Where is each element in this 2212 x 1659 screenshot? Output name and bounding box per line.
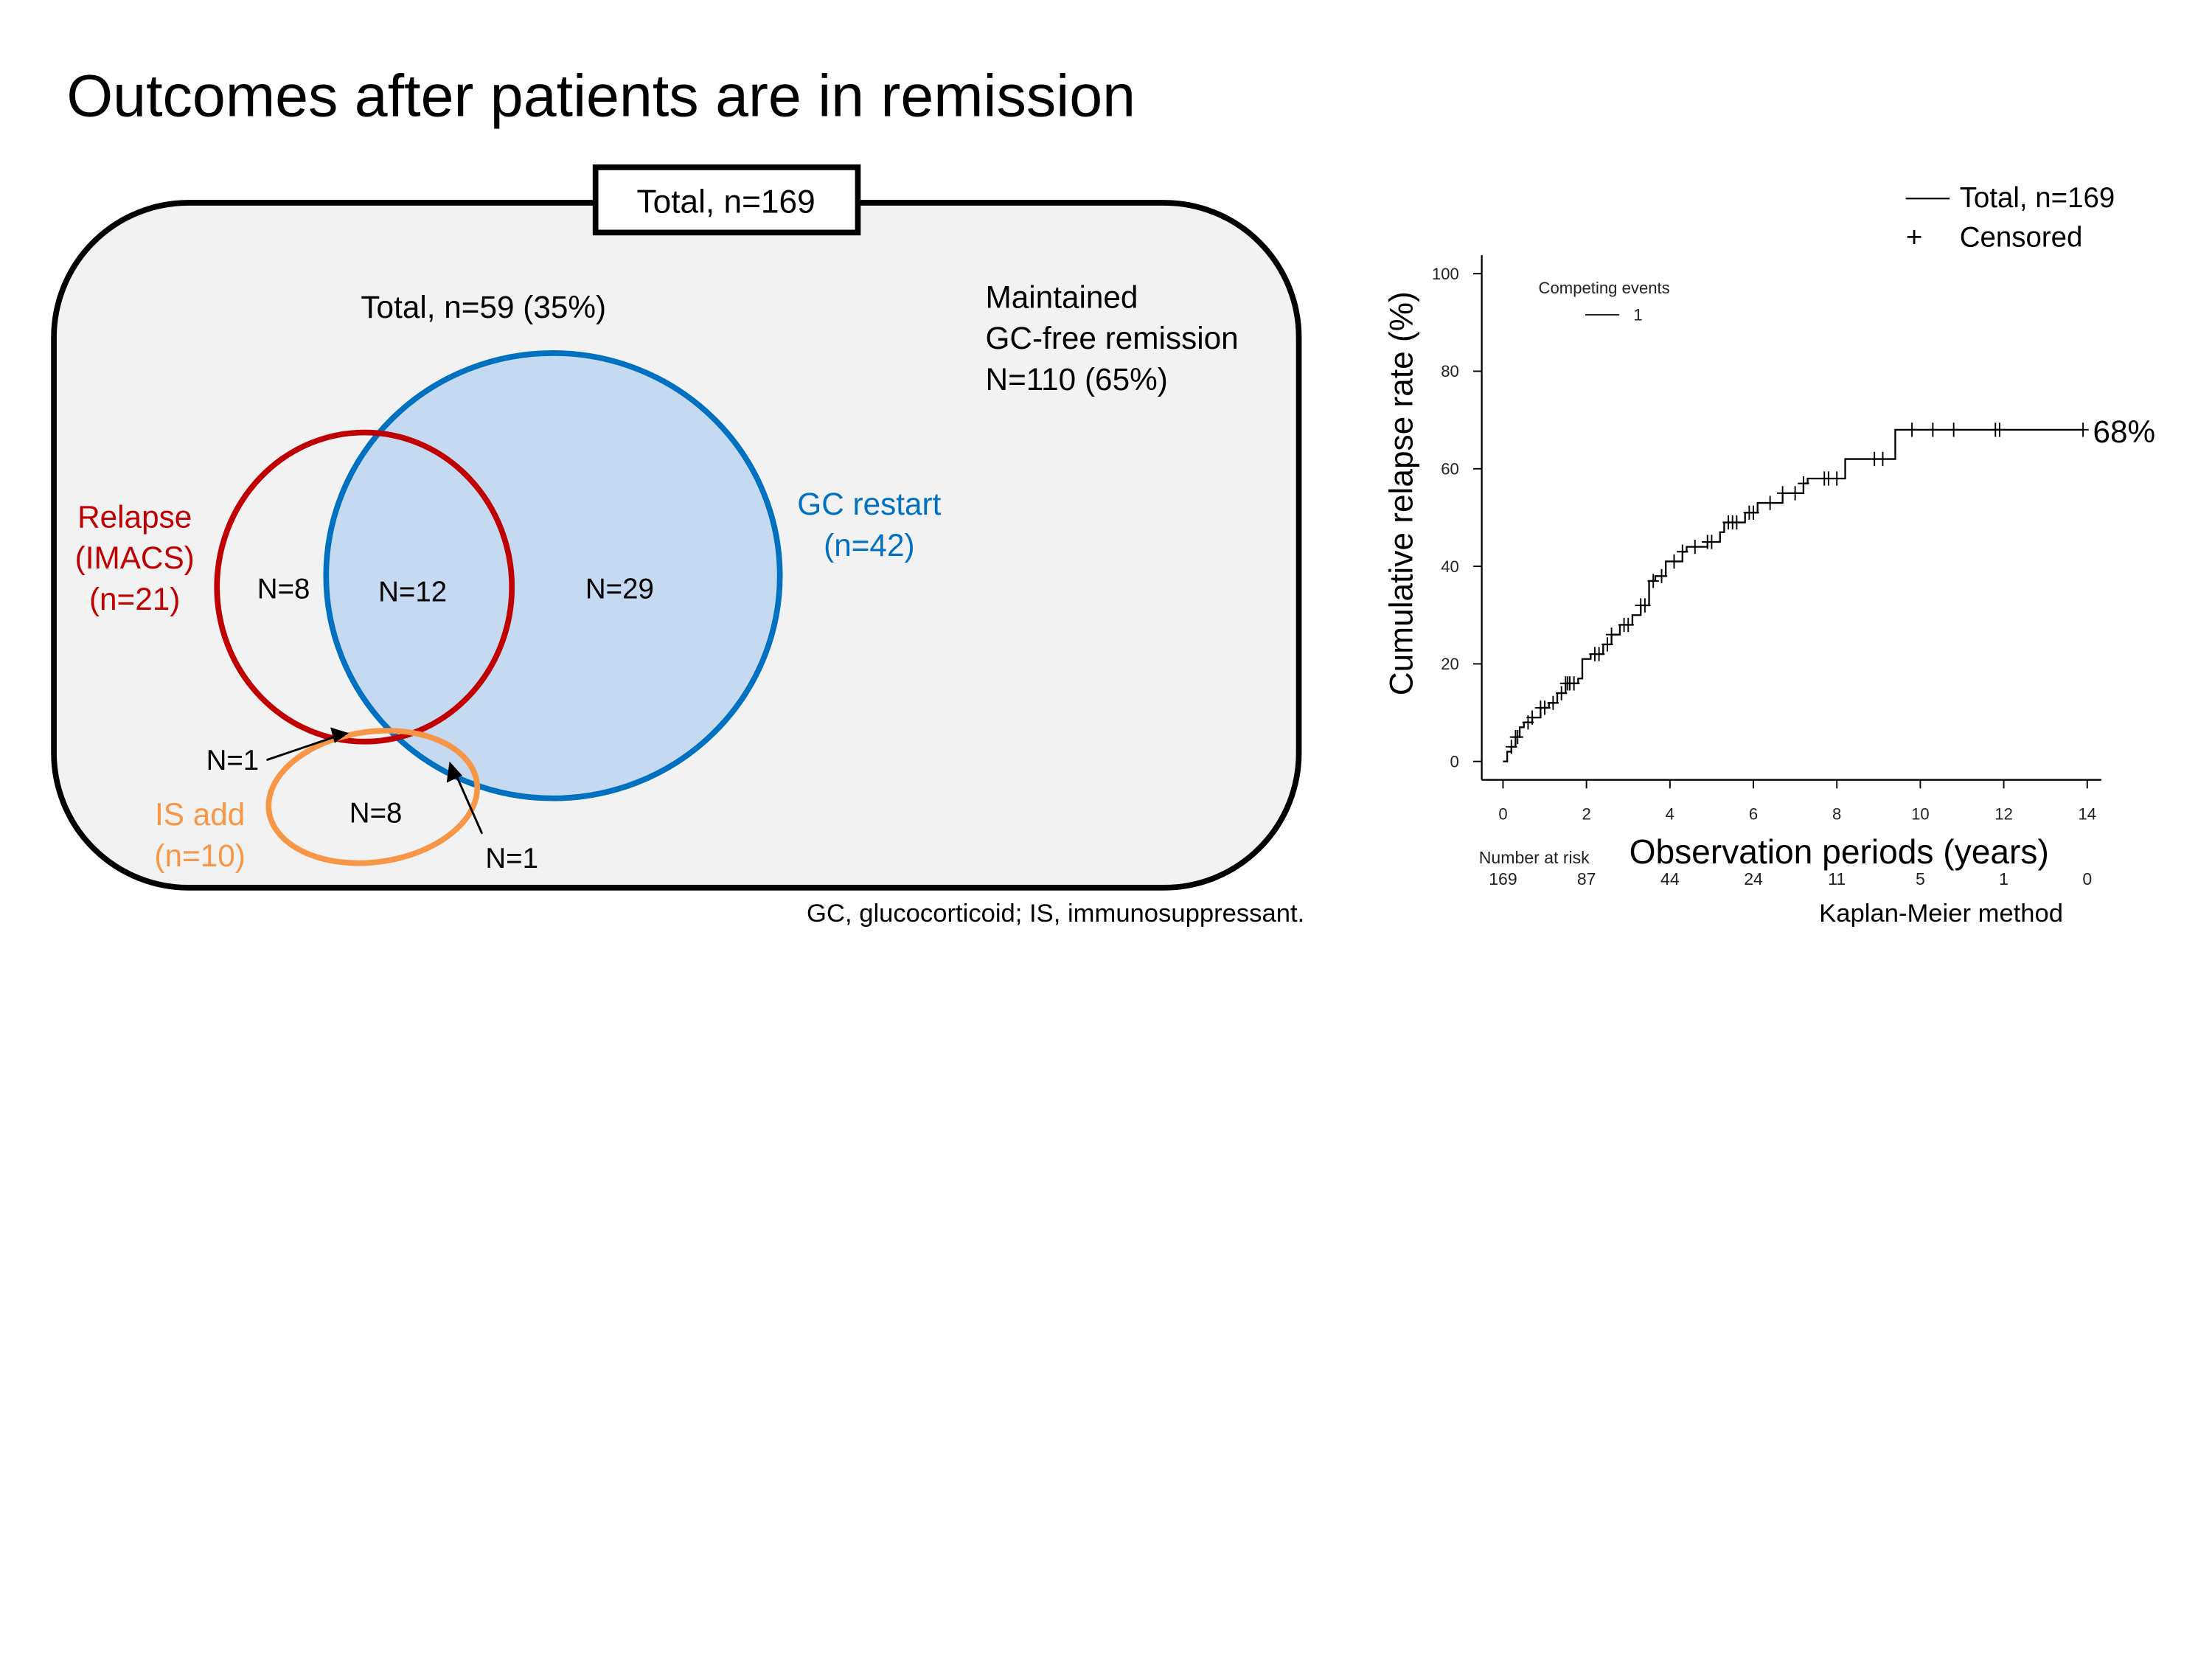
at-risk-value: 0 <box>2082 869 2092 888</box>
y-tick-label: 40 <box>1441 557 1459 576</box>
footnote: GC, glucocorticoid; IS, immunosuppressan… <box>807 900 1304 928</box>
censored-mark <box>1639 598 1651 613</box>
slide-title: Outcomes after patients are in remission <box>66 63 1135 130</box>
censored-mark <box>1877 451 1889 467</box>
arrow-relapse-is <box>266 734 338 762</box>
region-relapse-is: N=1 <box>206 745 260 776</box>
total-box-label: Total, n=169 <box>637 184 815 220</box>
x-tick-label: 10 <box>1911 805 1930 824</box>
x-tick-label: 6 <box>1749 805 1758 824</box>
maintained-line3: N=110 (65%) <box>986 362 1168 397</box>
subtotal-label: Total, n=59 (35%) <box>361 290 606 324</box>
at-risk-value: 169 <box>1489 869 1517 888</box>
at-risk-value: 5 <box>1916 869 1925 888</box>
at-risk-value: 44 <box>1660 869 1680 888</box>
y-tick-label: 20 <box>1441 655 1459 673</box>
inner-legend-entry: 1 <box>1633 306 1642 324</box>
at-risk-label: Number at risk <box>1479 848 1590 867</box>
censored-mark <box>1789 486 1801 501</box>
censored-mark <box>1731 515 1743 530</box>
censored-mark <box>1593 647 1605 661</box>
end-label: 68% <box>2093 414 2155 449</box>
censored-mark <box>1539 700 1551 715</box>
censored-mark <box>1668 554 1680 569</box>
censored-mark <box>2077 422 2089 437</box>
region-is-only: N=8 <box>349 797 403 829</box>
at-risk-value: 87 <box>1577 869 1596 888</box>
relapse-label-1: Relapse <box>77 499 192 534</box>
censored-mark <box>1705 535 1718 549</box>
at-risk-value: 11 <box>1828 869 1846 888</box>
censored-mark <box>1947 422 1960 437</box>
y-tick-label: 100 <box>1432 265 1459 283</box>
legend-censored: Censored <box>1960 222 2083 254</box>
censored-mark <box>1556 686 1568 700</box>
censored-mark <box>1747 505 1759 520</box>
censored-mark <box>1512 729 1523 745</box>
is-add-label-1: IS add <box>155 797 245 832</box>
gc-restart-label-1: GC restart <box>797 487 941 521</box>
x-tick-label: 4 <box>1666 805 1674 824</box>
x-tick-label: 2 <box>1582 805 1591 824</box>
is-add-ellipse <box>265 728 481 866</box>
censored-mark <box>1605 627 1618 642</box>
censored-mark <box>1526 710 1538 725</box>
y-tick-label: 80 <box>1441 362 1459 380</box>
x-axis-label: Observation periods (years) <box>1630 832 2049 871</box>
x-tick-label: 14 <box>2078 805 2096 824</box>
region-gc-is: N=1 <box>485 843 538 874</box>
x-tick-label: 8 <box>1832 805 1841 824</box>
gc-restart-label-2: (n=42) <box>824 528 914 563</box>
is-add-label-2: (n=10) <box>154 838 245 873</box>
venn-diagram: Total, n=169 Total, n=59 (35%) Maintaine… <box>51 164 1304 928</box>
censored-mark <box>1906 422 1918 437</box>
x-tick-label: 12 <box>1994 805 2013 824</box>
y-tick-label: 60 <box>1441 459 1459 478</box>
legend-total: Total, n=169 <box>1960 182 2115 214</box>
censored-mark <box>1831 471 1843 486</box>
censored-mark <box>1622 617 1634 633</box>
inner-legend-title: Competing events <box>1539 279 1670 297</box>
x-tick-label: 0 <box>1498 805 1507 824</box>
region-relapse-gc: N=12 <box>378 576 447 608</box>
total-box <box>592 164 861 236</box>
relapse-label-2: (IMACS) <box>75 540 195 575</box>
censored-mark <box>1547 695 1559 710</box>
y-tick-label: 0 <box>1450 752 1459 771</box>
arrowhead-icon <box>330 727 349 743</box>
censored-mark <box>1776 486 1789 501</box>
arrow-gc-is <box>453 772 484 835</box>
censored-mark <box>1677 544 1688 559</box>
region-relapse-only: N=8 <box>257 574 310 605</box>
at-risk-value: 1 <box>1999 869 2008 888</box>
censored-mark <box>1601 637 1613 652</box>
censored-mark <box>1568 676 1580 691</box>
maintained-line2: GC-free remission <box>986 321 1239 355</box>
gc-restart-circle <box>323 350 783 801</box>
arrowhead-icon <box>446 761 462 783</box>
relapse-label-3: (n=21) <box>89 582 180 616</box>
method-label: Kaplan-Meier method <box>1819 900 2063 928</box>
censored-mark <box>1506 740 1517 754</box>
censored-mark <box>1994 422 2006 437</box>
relapse-circle <box>214 429 515 745</box>
censored-mark <box>1764 495 1776 510</box>
censored-mark <box>1689 540 1701 554</box>
maintained-line1: Maintained <box>986 279 1138 314</box>
y-axis-label: Cumulative relapse rate (%) <box>1383 291 1419 695</box>
censored-mark <box>1798 476 1809 491</box>
at-risk-value: 24 <box>1744 869 1763 888</box>
censored-mark <box>1655 568 1668 583</box>
region-gc-only: N=29 <box>585 574 654 605</box>
censored-mark <box>1927 422 1939 437</box>
legend-censored-symbol: + <box>1906 222 1922 254</box>
censored-mark <box>1647 574 1659 588</box>
km-curve <box>1503 428 2084 762</box>
